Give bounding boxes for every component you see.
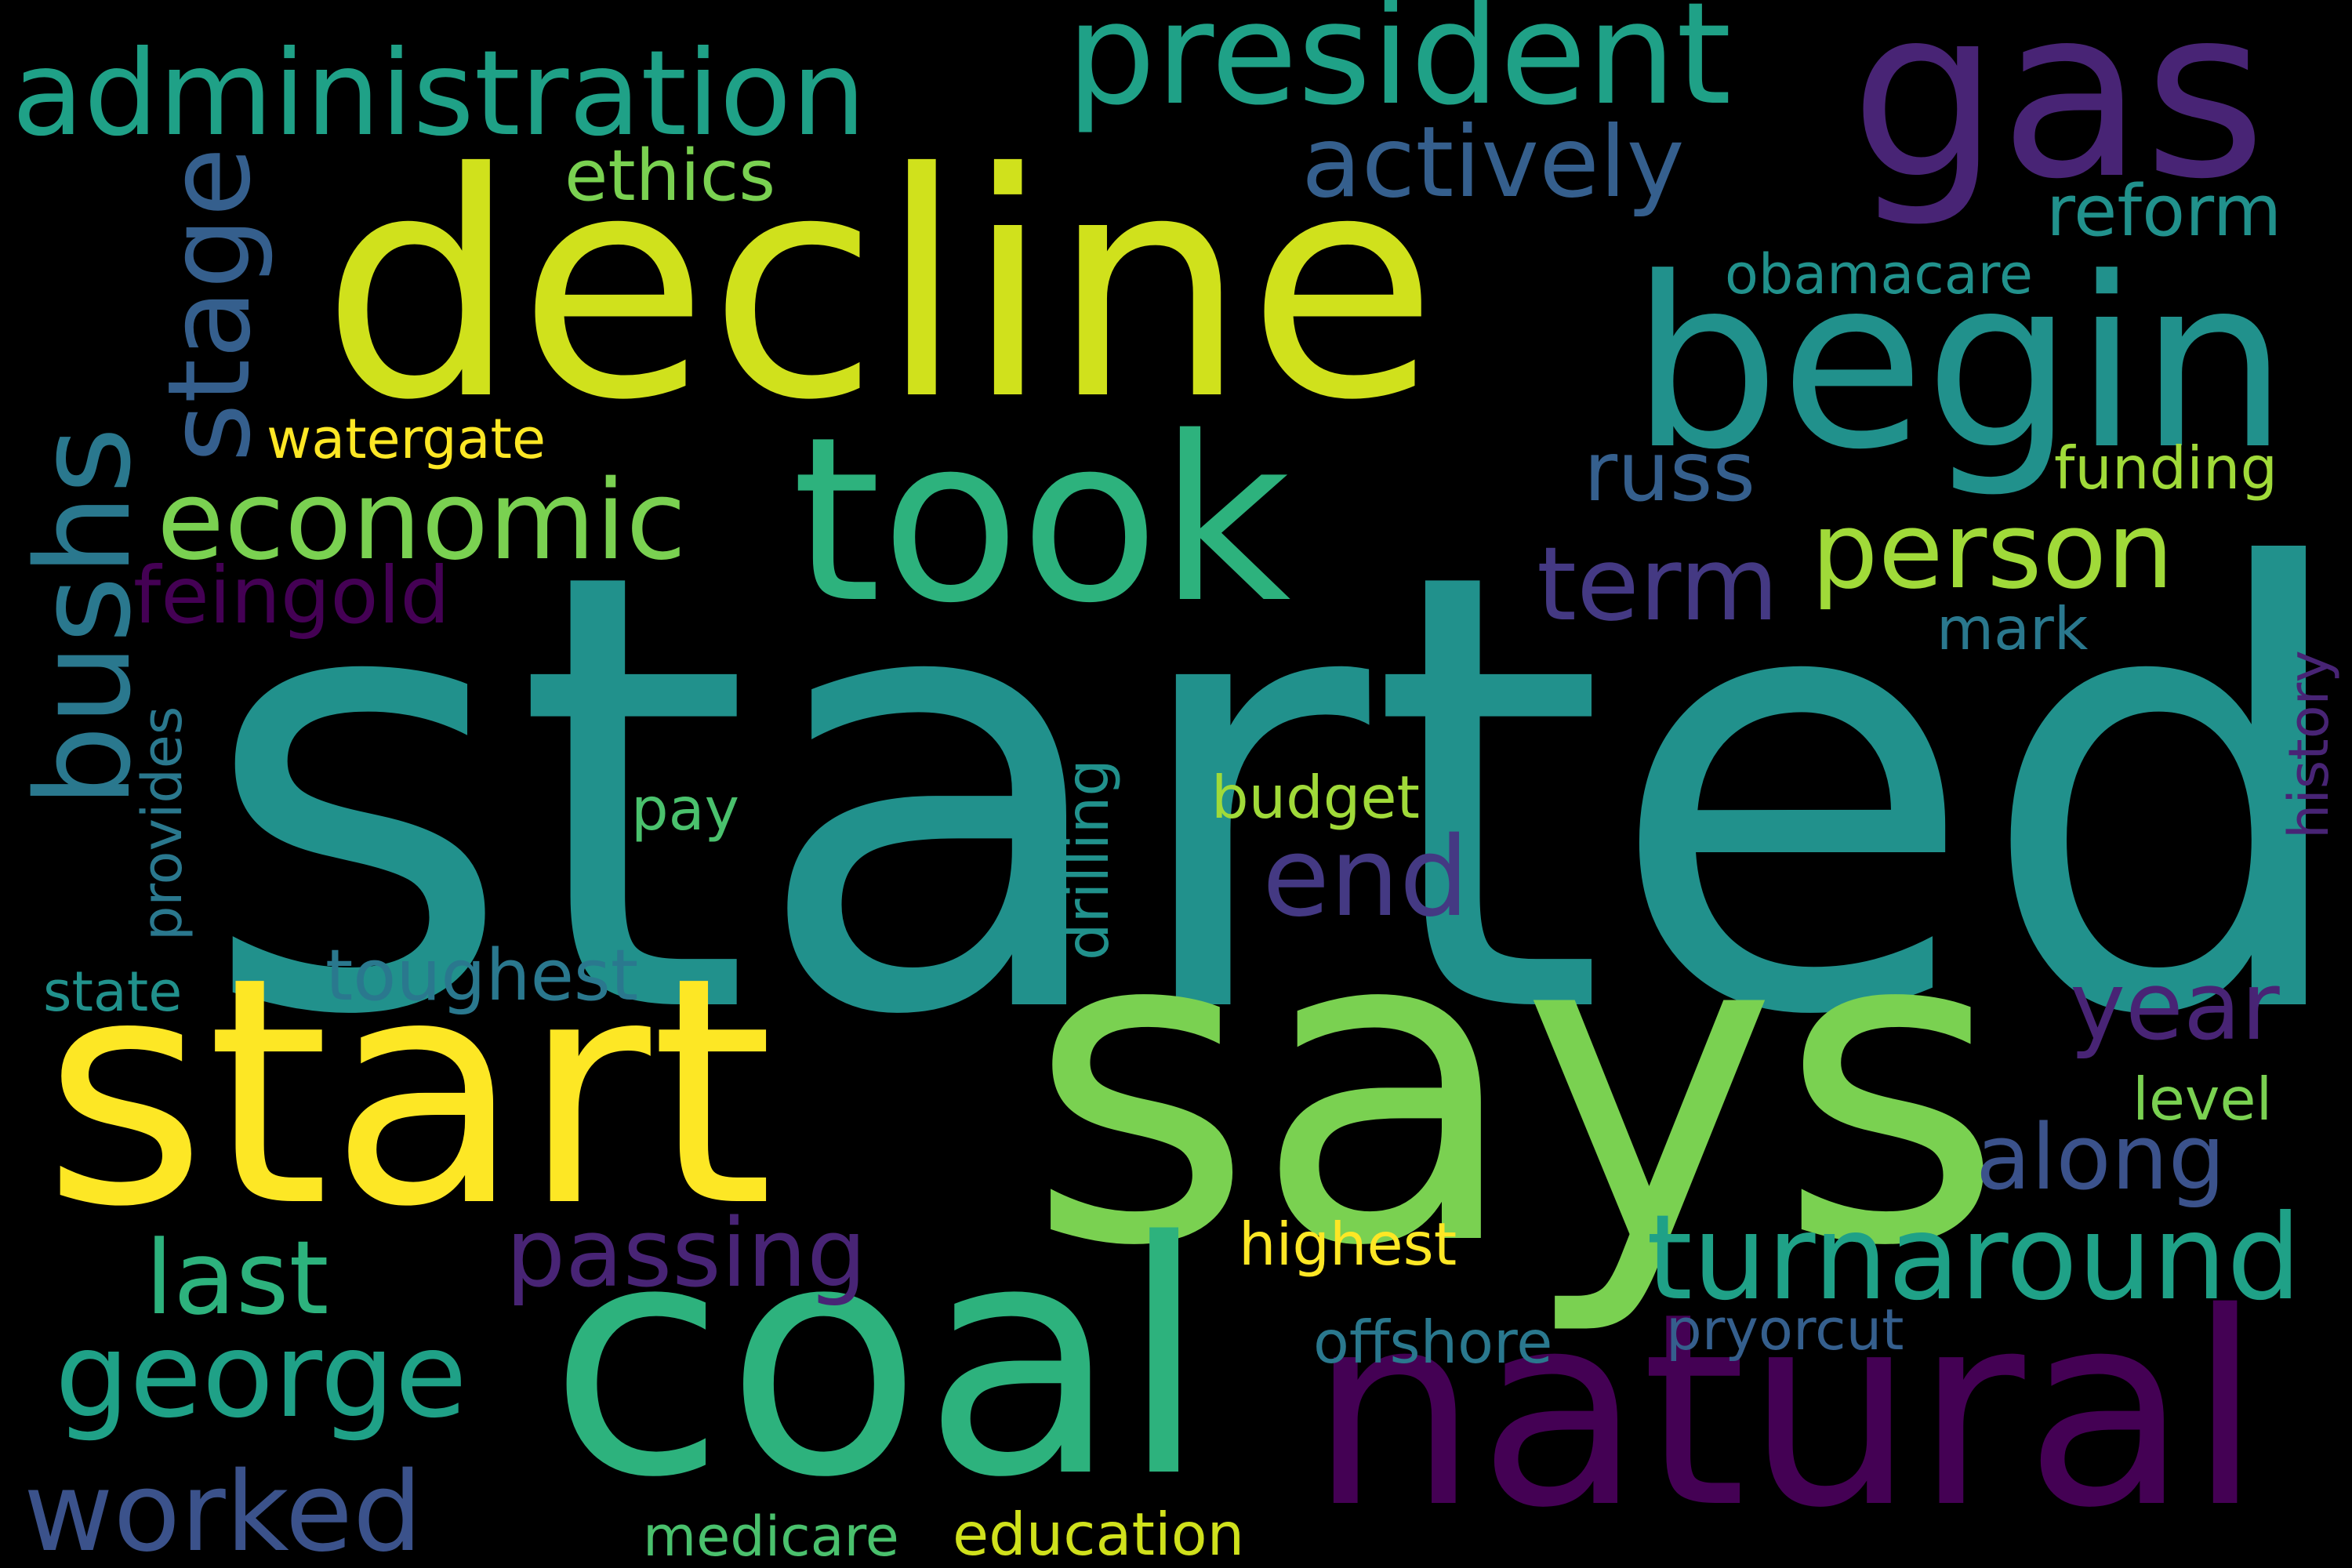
word-stage: stage — [143, 147, 276, 463]
word-decline: decline — [321, 107, 1438, 468]
word-level: level — [2132, 1065, 2273, 1134]
word-worked: worked — [24, 1449, 423, 1568]
word-budget: budget — [1211, 763, 1420, 832]
word-term: term — [1537, 524, 1779, 644]
word-ethics: ethics — [564, 135, 776, 217]
word-says: says — [1027, 834, 2005, 1341]
word-pryorcut: pryorcut — [1666, 1297, 1904, 1363]
word-state: state — [43, 960, 183, 1024]
word-gas: gas — [1850, 0, 2267, 230]
word-offshore: offshore — [1313, 1308, 1553, 1377]
word-took: took — [792, 389, 1291, 653]
word-highest: highest — [1239, 1210, 1457, 1279]
word-passing: passing — [506, 1200, 867, 1308]
word-begin: begin — [1631, 227, 2288, 501]
word-medicare: medicare — [643, 1504, 899, 1568]
word-president: president — [1066, 0, 1732, 136]
word-provides: provides — [130, 706, 194, 941]
word-reform: reform — [2046, 170, 2282, 252]
word-year: year — [2070, 953, 2280, 1062]
word-funding: funding — [2054, 434, 2278, 503]
word-coal: coal — [549, 1173, 1209, 1548]
word-actively: actively — [1301, 106, 1685, 220]
word-administration: administration — [12, 26, 866, 162]
word-end: end — [1262, 814, 1469, 942]
word-start: start — [43, 911, 774, 1276]
word-last: last — [145, 1218, 329, 1338]
word-turnaround: turnaround — [1646, 1190, 2302, 1327]
word-along: along — [1976, 1105, 2226, 1210]
word-education: education — [953, 1500, 1245, 1568]
word-drilling: drilling — [1053, 759, 1122, 960]
word-obamacare: obamacare — [1725, 242, 2033, 307]
word-natural: natural — [1309, 1256, 2263, 1566]
word-mark: mark — [1936, 594, 2089, 663]
word-russ: russ — [1584, 424, 1756, 520]
word-history: history — [2277, 650, 2341, 839]
word-toughest: toughest — [325, 935, 639, 1017]
word-pay: pay — [631, 775, 739, 844]
word-started: started — [200, 444, 2352, 1147]
word-george: george — [55, 1308, 467, 1444]
word-watergate: watergate — [267, 407, 546, 471]
word-economic: economic — [157, 457, 687, 585]
word-person: person — [1811, 489, 2174, 612]
word-feingold: feingold — [133, 550, 450, 641]
